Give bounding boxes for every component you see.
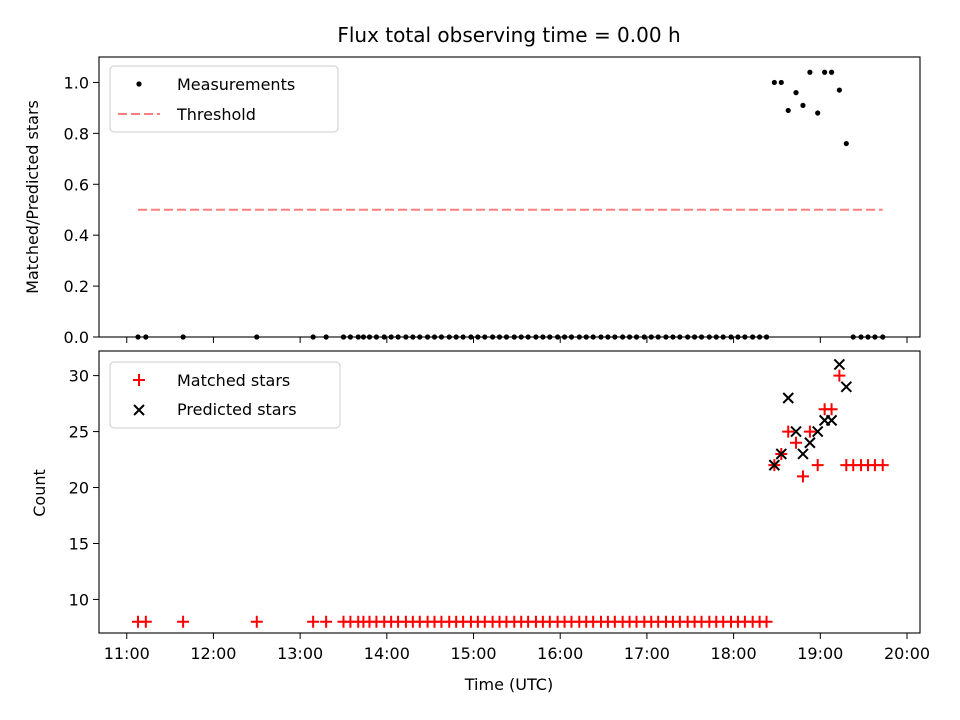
top-legend-box <box>109 65 339 133</box>
top-legend: Measurements Threshold <box>109 65 339 133</box>
bottom-y-tick-label: 25 <box>69 423 89 442</box>
legend-threshold-label: Threshold <box>176 105 256 124</box>
x-tick-label: 16:00 <box>537 644 583 663</box>
matched-stars-point <box>307 615 320 628</box>
x-tick-label: 19:00 <box>797 644 843 663</box>
matched-stars-point <box>320 615 333 628</box>
top-x-ticks <box>126 337 908 343</box>
top-plot-frame <box>98 56 921 338</box>
predicted-stars-point <box>775 448 787 460</box>
matched-stars-point <box>782 425 795 438</box>
matched-stars-point <box>825 403 838 416</box>
x-tick-label: 12:00 <box>190 644 236 663</box>
bottom-y-tick-label: 10 <box>69 590 89 609</box>
legend-predicted-marker <box>133 404 145 416</box>
measurements-point <box>771 79 777 86</box>
legend-predicted-label: Predicted stars <box>177 400 297 419</box>
top-y-tick-label: 0.6 <box>64 175 89 194</box>
measurements-point <box>815 110 821 116</box>
matched-stars-point <box>250 615 263 628</box>
measurements-point <box>843 140 849 147</box>
bottom-y-tick-label: 30 <box>69 367 89 386</box>
matched-stars-point <box>811 459 824 472</box>
x-tick-label: 18:00 <box>711 644 757 663</box>
predicted-stars-point <box>840 381 853 393</box>
top-panel: Matched/Predicted stars 0.0 0.2 0.4 0.6 0.8 1… <box>23 56 921 347</box>
matched-stars-point <box>790 436 803 449</box>
top-y-ticks: 0.0 0.2 0.4 0.6 0.8 1.0 <box>64 73 99 347</box>
matched-stars-point <box>177 615 190 628</box>
bottom-y-tick-label: 15 <box>69 534 89 553</box>
measurements-point <box>800 102 806 108</box>
x-tick-label: 15:00 <box>450 644 496 663</box>
x-tick-label: 17:00 <box>624 644 670 663</box>
predicted-stars-point <box>797 448 809 460</box>
predicted-stars-point <box>811 425 824 438</box>
bottom-legend: Matched stars Predicted stars <box>109 361 341 429</box>
x-tick-label: 11:00 <box>104 644 150 663</box>
measurements-point <box>828 69 835 75</box>
bottom-panel: Count 10 15 20 25 30 11:00 12:00 13:00 14:00 15:… <box>30 350 930 663</box>
bottom-x-ticks: 11:00 12:00 13:00 14:00 15:00 16:00 17:00 18:00… <box>104 633 930 663</box>
bottom-y-tick-label: 20 <box>69 479 89 498</box>
predicted-stars-point <box>768 459 781 471</box>
measurements-point <box>778 79 784 86</box>
top-y-tick-label: 0.8 <box>64 124 89 143</box>
matched-stars-point <box>803 425 816 438</box>
predicted-stars-point <box>833 358 846 371</box>
top-y-tick-label: 0.2 <box>64 277 89 296</box>
measurements-point <box>836 87 842 93</box>
measurements-point <box>785 107 791 114</box>
x-tick-label: 14:00 <box>364 644 410 663</box>
measurements-point <box>793 90 799 96</box>
matched-stars-point <box>833 369 846 382</box>
matched-stars-point <box>760 615 773 628</box>
top-y-axis-label: Matched/Predicted stars <box>23 100 42 294</box>
bottom-plot-frame <box>98 350 921 634</box>
bottom-y-axis-label: Count <box>30 469 49 517</box>
bottom-legend-box <box>109 361 341 429</box>
x-axis-label: Time (UTC) <box>464 675 553 694</box>
matched-stars-point <box>876 459 889 472</box>
measurements-point <box>807 69 813 75</box>
legend-matched-label: Matched stars <box>177 371 290 390</box>
measurements-point <box>822 69 828 75</box>
bottom-data-marks <box>132 358 889 628</box>
chart-title: Flux total observing time = 0.00 h <box>337 23 680 47</box>
legend-measurements-label: Measurements <box>177 75 295 94</box>
legend-matched-marker <box>133 374 145 386</box>
matched-stars-point <box>139 615 152 628</box>
top-y-tick-label: 1.0 <box>64 73 89 92</box>
predicted-stars-point <box>804 437 816 449</box>
x-tick-label: 20:00 <box>884 644 930 663</box>
legend-measurements-marker <box>136 81 142 87</box>
predicted-stars-point <box>790 425 802 438</box>
x-tick-label: 13:00 <box>277 644 323 663</box>
matched-stars-point <box>796 470 809 483</box>
top-y-tick-label: 0.4 <box>64 226 89 245</box>
predicted-stars-point <box>825 414 838 427</box>
top-y-tick-label: 0.0 <box>64 328 89 347</box>
bottom-y-ticks: 10 15 20 25 30 <box>69 367 99 609</box>
predicted-stars-point <box>782 392 794 404</box>
